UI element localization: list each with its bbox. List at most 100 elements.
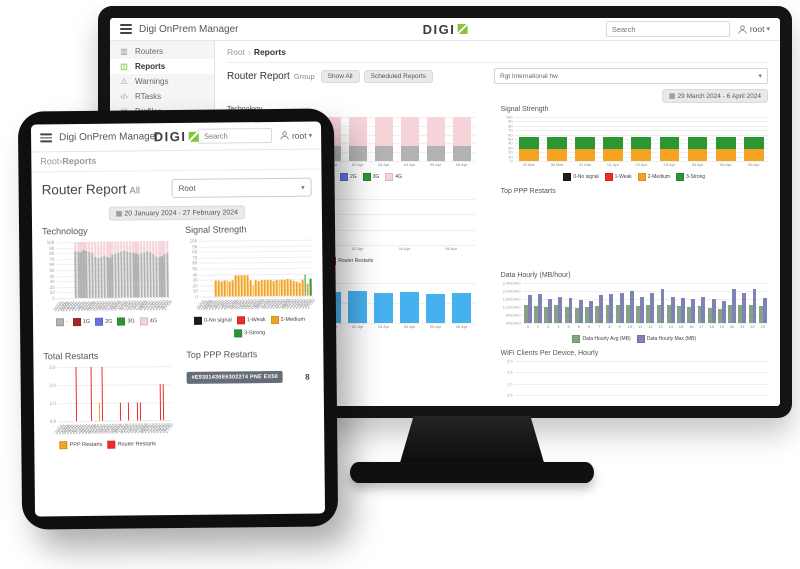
bar bbox=[625, 283, 635, 323]
breadcrumb-root[interactable]: Root bbox=[40, 156, 60, 167]
legend-item: PPP Restarts bbox=[59, 441, 103, 450]
y-tick-label: 80 bbox=[192, 249, 198, 255]
search-input[interactable] bbox=[197, 128, 272, 144]
bar bbox=[645, 283, 655, 323]
menu-icon[interactable] bbox=[120, 24, 132, 34]
desktop-header: Digi OnPrem Manager DIGI root ▾ bbox=[110, 18, 780, 41]
calendar-icon: ▦ bbox=[115, 210, 123, 218]
report-toolbar: Router Report Group Show All Scheduled R… bbox=[227, 68, 768, 84]
x-tick-label: 14 bbox=[668, 324, 673, 329]
digi-flag-icon bbox=[457, 24, 468, 34]
bar bbox=[666, 283, 676, 323]
y-tick-label: 0.5 bbox=[507, 392, 513, 398]
x-tick-label: 6 bbox=[587, 324, 591, 329]
x-tick-label: 21 bbox=[740, 324, 745, 329]
y-tick-label: 100 bbox=[46, 239, 55, 245]
y-tick-label: 10 bbox=[49, 290, 55, 296]
user-icon bbox=[738, 24, 747, 34]
sidebar-item-rtasks[interactable]: ‹/› RTasks bbox=[110, 89, 214, 104]
x-tick-label: 5 bbox=[577, 324, 580, 329]
x-tick-label: 8 bbox=[608, 324, 611, 329]
y-tick-label: 30 bbox=[49, 278, 55, 285]
chart-legend: Data Hourly Avg (MB) Data Hourly Max (MB) bbox=[501, 335, 768, 343]
date-range-label: 20 January 2024 - 27 February 2024 bbox=[124, 209, 239, 218]
y-tick-label: 50 bbox=[49, 267, 55, 273]
bar bbox=[553, 283, 563, 323]
legend-item: 1-Weak bbox=[236, 316, 266, 325]
report-toolbar: Router Report All Root ▾ bbox=[32, 177, 322, 199]
device-chip[interactable]: #E9301436E6302274 PNE EX50 bbox=[186, 370, 283, 384]
y-tick-label: 90 bbox=[192, 243, 198, 249]
y-tick-label: 70 bbox=[192, 255, 198, 261]
y-tick-label: 60 bbox=[192, 260, 198, 266]
bar bbox=[686, 283, 696, 323]
show-all-button[interactable]: Show All bbox=[320, 69, 360, 83]
x-tick-label: 17 bbox=[699, 324, 704, 329]
chart-plot: 3.0 2.0 1.0 0.0 bbox=[49, 365, 172, 424]
y-tick-label: 20 bbox=[192, 283, 198, 289]
y-tick-label: 3.0 bbox=[49, 364, 56, 370]
data-hourly-chart: Data Hourly (MB/hour) 2,400,000 2,000,000 1… bbox=[501, 272, 768, 343]
x-tick-label: 04 Apr bbox=[398, 246, 411, 251]
bar bbox=[381, 199, 428, 245]
bar bbox=[571, 117, 599, 161]
y-tick-label: 10 bbox=[508, 154, 513, 160]
scheduled-reports-button[interactable]: Scheduled Reports bbox=[363, 69, 433, 83]
bar bbox=[523, 283, 533, 323]
date-range-button[interactable]: ▦ 29 March 2024 - 6 April 2024 bbox=[661, 89, 768, 103]
y-tick-label: 80 bbox=[508, 123, 513, 129]
bar bbox=[345, 117, 371, 161]
bar bbox=[758, 283, 768, 323]
bar bbox=[533, 283, 543, 323]
x-tick-label: 29 Mar bbox=[522, 162, 535, 167]
chart-legend: 0-No signal 1-Weak 2-Medium 3-Strong bbox=[186, 315, 313, 338]
menu-icon[interactable] bbox=[40, 133, 53, 143]
legend-item: 3G bbox=[362, 173, 379, 181]
x-tick-label: 05 Apr bbox=[429, 162, 442, 167]
x-tick-label: 06 Apr bbox=[455, 324, 468, 329]
search-input[interactable] bbox=[605, 21, 730, 37]
sidebar-item-routers[interactable]: ▥ Routers bbox=[110, 44, 214, 59]
user-menu[interactable]: root ▾ bbox=[737, 24, 770, 35]
x-tick-label: 2 bbox=[547, 324, 550, 329]
x-tick-label: 04 Apr bbox=[403, 162, 416, 167]
group-select[interactable]: Rgt International hw ▾ bbox=[494, 68, 768, 84]
digi-logo-text: DIGI bbox=[422, 21, 456, 37]
bar bbox=[397, 117, 423, 161]
breadcrumb-separator: › bbox=[247, 47, 251, 57]
total-restarts-chart: Total Restarts 3.0 2.0 1.0 0.0 20/01 21/01 22/0… bbox=[43, 350, 174, 450]
x-tick-label: 11 bbox=[638, 324, 643, 329]
bar bbox=[515, 117, 543, 161]
bar bbox=[737, 283, 747, 323]
x-tick-label: 4 bbox=[567, 324, 570, 329]
legend-item: Data Hourly Avg (MB) bbox=[572, 335, 631, 343]
chart-title: Top PPP Restarts bbox=[500, 188, 556, 195]
tablet-header: Digi OnPrem Manager DIGI root ▾ bbox=[30, 121, 322, 153]
x-tick-label: 15 bbox=[678, 324, 684, 329]
legend-item: 3-Strong bbox=[676, 173, 705, 181]
bar bbox=[584, 283, 594, 323]
bar bbox=[371, 283, 397, 323]
bar bbox=[655, 117, 683, 161]
x-tick-label: 7 bbox=[598, 324, 601, 329]
top-ppp-restarts-panel: Top PPP Restarts #E9301436E6302274 PNE E… bbox=[186, 349, 314, 448]
legend-item: 2-Medium bbox=[637, 173, 670, 181]
group-select-value: Root bbox=[178, 183, 196, 193]
sidebar-item-reports[interactable]: ◫ Reports bbox=[110, 59, 214, 74]
legend-item: 1G bbox=[72, 318, 90, 327]
user-menu[interactable]: root ▾ bbox=[279, 130, 312, 141]
bar bbox=[449, 283, 475, 323]
chart-title: Data Hourly (MB/hour) bbox=[500, 272, 571, 279]
breadcrumb-root[interactable]: Root bbox=[227, 47, 245, 57]
legend-item: 3-Strong bbox=[234, 329, 265, 338]
y-tick-label: 40 bbox=[192, 271, 198, 277]
digi-flag-icon bbox=[188, 131, 199, 142]
group-select[interactable]: Root ▾ bbox=[171, 177, 312, 199]
y-tick-label: 40 bbox=[49, 273, 55, 279]
date-range-button[interactable]: ▦ 20 January 2024 - 27 February 2024 bbox=[108, 205, 246, 221]
sidebar-item-warnings[interactable]: ⚠ Warnings bbox=[110, 74, 214, 89]
y-tick-label: 2.0 bbox=[507, 358, 513, 364]
signal-strength-chart: Signal Strength 100 90 80 70 60 50 40 30 20 10 0 29 … bbox=[501, 106, 768, 181]
chart-title: Signal Strength bbox=[185, 224, 247, 235]
chart-legend: 0-No signal 1-Weak 2-Medium 3-Strong bbox=[501, 173, 768, 181]
